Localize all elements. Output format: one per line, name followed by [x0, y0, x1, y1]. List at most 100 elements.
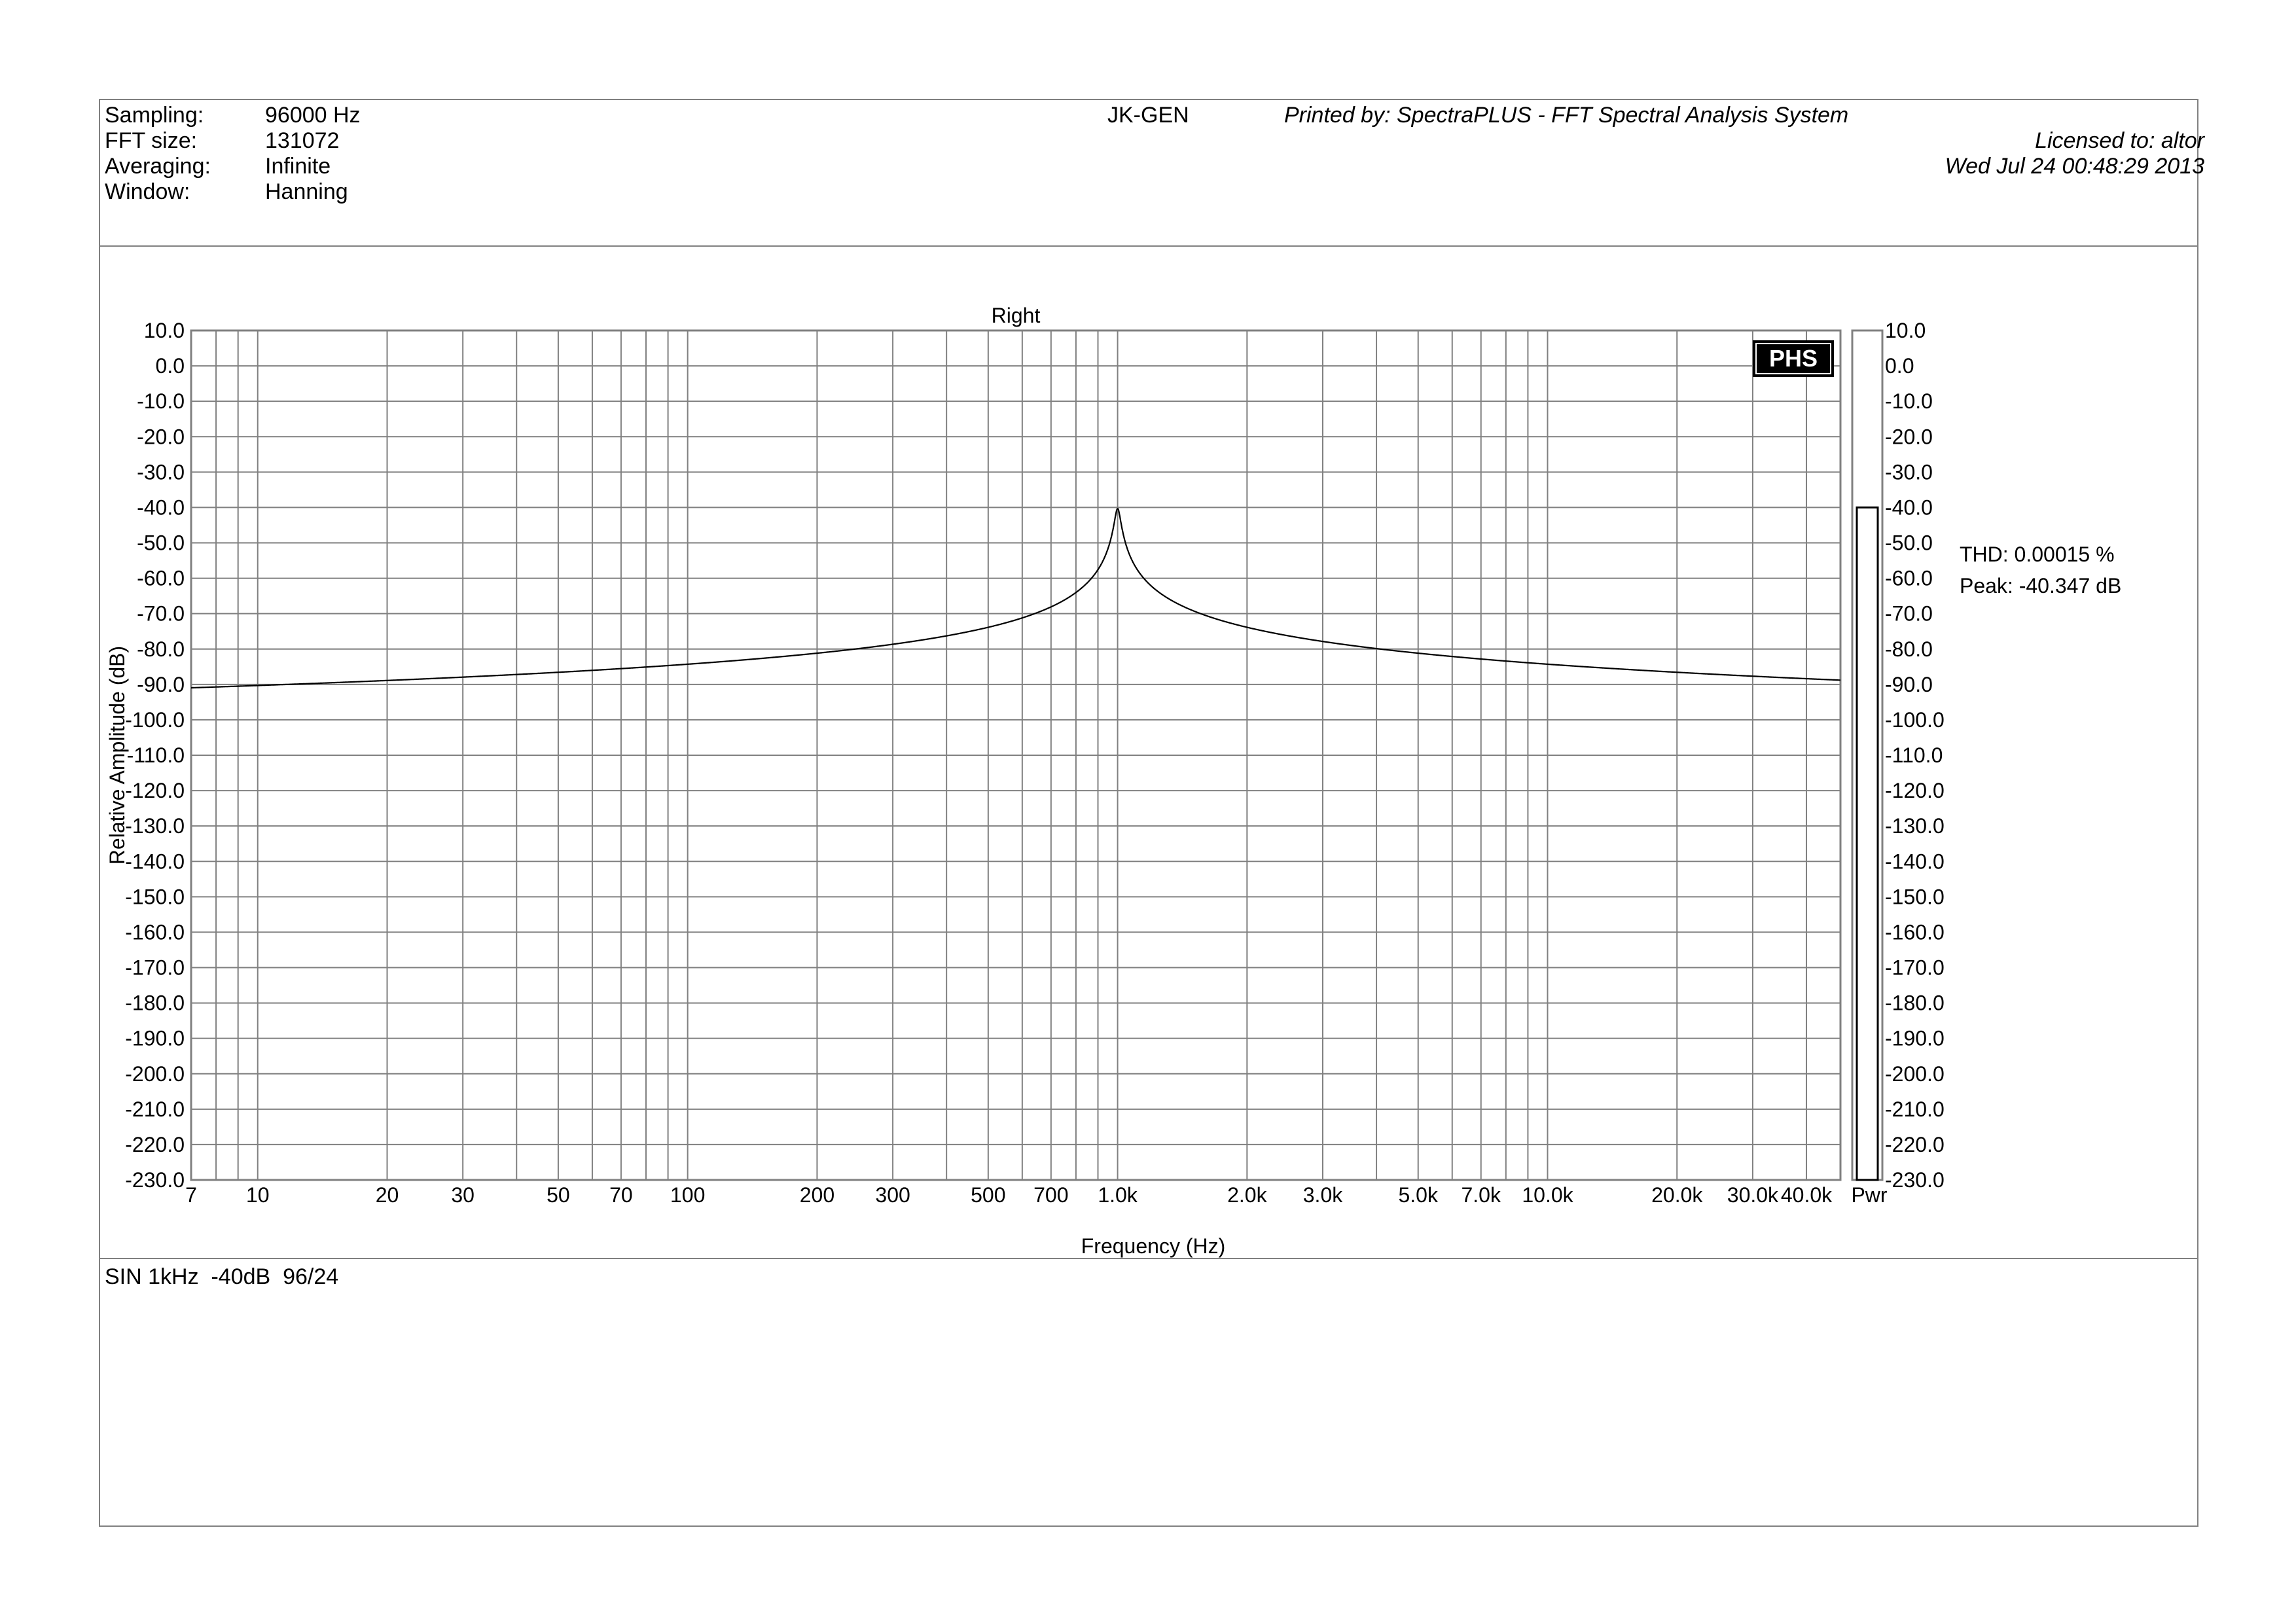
power-meter: Pwr — [1851, 329, 1888, 1207]
y-tick-label: -30.0 — [137, 460, 185, 484]
x-tick-label: 500 — [971, 1183, 1005, 1207]
meter-tick-label: -70.0 — [1885, 602, 1933, 626]
horizontal-gridlines — [191, 330, 1840, 1181]
meter-bar — [1856, 506, 1879, 1181]
x-tick-label: 1.0k — [1098, 1183, 1138, 1207]
window-value: Hanning — [265, 179, 348, 204]
logo-text: PHS — [1769, 345, 1818, 372]
y-tick-label: -190.0 — [125, 1027, 185, 1050]
x-tick-label: 30 — [451, 1183, 475, 1207]
y-tick-label: -20.0 — [137, 425, 185, 448]
x-tick-label: 40.0k — [1781, 1183, 1833, 1207]
meter-tick-label: -120.0 — [1885, 779, 1945, 802]
x-tick-labels: 7 10 20 30 50 70 100 200 300 500 700 1.0k 2.0k 3.0k 5.… — [185, 1183, 1833, 1207]
x-tick-label: 20.0k — [1651, 1183, 1703, 1207]
y-tick-label: -100.0 — [125, 708, 185, 732]
averaging-value: Infinite — [265, 154, 331, 179]
y-axis-label: Relative Amplitude (dB) — [105, 646, 129, 865]
y-tick-label: -10.0 — [137, 389, 185, 413]
thd-readout: THD: 0.00015 % — [1960, 543, 2115, 566]
meter-tick-label: -200.0 — [1885, 1062, 1945, 1086]
y-tick-label: -220.0 — [125, 1133, 185, 1156]
sampling-value: 96000 Hz — [265, 103, 361, 128]
spectrum-line — [190, 507, 1841, 689]
y-tick-label: -140.0 — [125, 849, 185, 873]
meter-tick-label: -190.0 — [1885, 1027, 1945, 1050]
meter-tick-label: -30.0 — [1885, 460, 1933, 484]
fft-size-value: 131072 — [265, 128, 340, 153]
y-tick-label: -120.0 — [125, 779, 185, 802]
footer-note: SIN 1kHz -40dB 96/24 — [105, 1264, 339, 1289]
x-tick-label: 10 — [246, 1183, 270, 1207]
y-tick-label: -200.0 — [125, 1062, 185, 1086]
sampling-label: Sampling: — [105, 103, 204, 128]
meter-tick-label: 0.0 — [1885, 354, 1914, 378]
meter-tick-label: -170.0 — [1885, 956, 1945, 980]
meter-tick-label: -90.0 — [1885, 673, 1933, 696]
x-tick-label: 70 — [609, 1183, 633, 1207]
meter-tick-label: -10.0 — [1885, 389, 1933, 413]
meter-tick-label: -40.0 — [1885, 495, 1933, 519]
meter-tick-label: -50.0 — [1885, 531, 1933, 555]
x-tick-label: 100 — [670, 1183, 705, 1207]
y-tick-label: -150.0 — [125, 885, 185, 908]
y-tick-label: -40.0 — [137, 495, 185, 519]
meter-tick-label: -150.0 — [1885, 885, 1945, 908]
plot-border — [190, 329, 1842, 1181]
y-tick-label: -60.0 — [137, 567, 185, 590]
page-frame — [99, 99, 2198, 1527]
x-tick-label: 700 — [1033, 1183, 1068, 1207]
y-tick-label: -50.0 — [137, 531, 185, 555]
source-name: JK-GEN — [1107, 103, 1189, 128]
meter-label: Pwr — [1851, 1183, 1887, 1207]
print-datetime: Wed Jul 24 00:48:29 2013 — [1945, 154, 2204, 179]
meter-tick-label: -60.0 — [1885, 567, 1933, 590]
y-tick-label: -160.0 — [125, 920, 185, 944]
meter-tick-label: -80.0 — [1885, 637, 1933, 661]
x-tick-label: 7.0k — [1461, 1183, 1501, 1207]
peak-readout: Peak: -40.347 dB — [1960, 574, 2121, 597]
meter-tick-label: -160.0 — [1885, 920, 1945, 944]
x-tick-label: 300 — [875, 1183, 910, 1207]
meter-tick-label: -210.0 — [1885, 1097, 1945, 1121]
meter-tick-label: -130.0 — [1885, 814, 1945, 838]
y-tick-label: -90.0 — [137, 673, 185, 696]
y-tick-label: 0.0 — [156, 354, 185, 378]
fft-size-label: FFT size: — [105, 128, 198, 153]
meter-tick-label: -220.0 — [1885, 1133, 1945, 1156]
phs-logo: PHS — [1753, 340, 1834, 377]
x-tick-label: 7 — [185, 1183, 197, 1207]
x-tick-label: 20 — [376, 1183, 399, 1207]
x-tick-label: 10.0k — [1522, 1183, 1573, 1207]
footer-divider — [99, 1258, 2198, 1259]
spectrum-trace — [190, 507, 1841, 689]
x-tick-label: 2.0k — [1227, 1183, 1267, 1207]
meter-tick-label: -110.0 — [1885, 743, 1943, 767]
y-tick-label: -110.0 — [127, 743, 185, 767]
meter-tick-label: 10.0 — [1885, 319, 1926, 342]
y-tick-label: -130.0 — [125, 814, 185, 838]
meter-tick-label: -140.0 — [1885, 849, 1945, 873]
meter-tick-label: -100.0 — [1885, 708, 1945, 732]
x-axis-label: Frequency (Hz) — [1081, 1234, 1226, 1258]
x-tick-label: 50 — [547, 1183, 570, 1207]
y-tick-label: 10.0 — [144, 319, 185, 342]
y-tick-label: -170.0 — [125, 956, 185, 980]
window-label: Window: — [105, 179, 190, 204]
licensed-to: Licensed to: altor — [2035, 128, 2204, 153]
y-tick-labels: 10.0 10.0 0.0 0.0 -10.0 -10.0 -20.0 -20.0 -30.0 -… — [125, 319, 1944, 1192]
meter-tick-label: -230.0 — [1885, 1168, 1945, 1192]
header-divider — [99, 245, 2198, 247]
printed-by: Printed by: SpectraPLUS - FFT Spectral A… — [1284, 103, 1849, 128]
x-tick-label: 30.0k — [1727, 1183, 1779, 1207]
y-tick-label: -80.0 — [137, 637, 185, 661]
x-tick-label: 3.0k — [1303, 1183, 1343, 1207]
x-tick-label: 5.0k — [1398, 1183, 1438, 1207]
x-tick-label: 200 — [800, 1183, 834, 1207]
y-tick-label: -230.0 — [125, 1168, 185, 1192]
meter-tick-label: -180.0 — [1885, 991, 1945, 1015]
y-tick-label: -70.0 — [137, 602, 185, 626]
y-tick-label: -180.0 — [125, 991, 185, 1015]
averaging-label: Averaging: — [105, 154, 211, 179]
